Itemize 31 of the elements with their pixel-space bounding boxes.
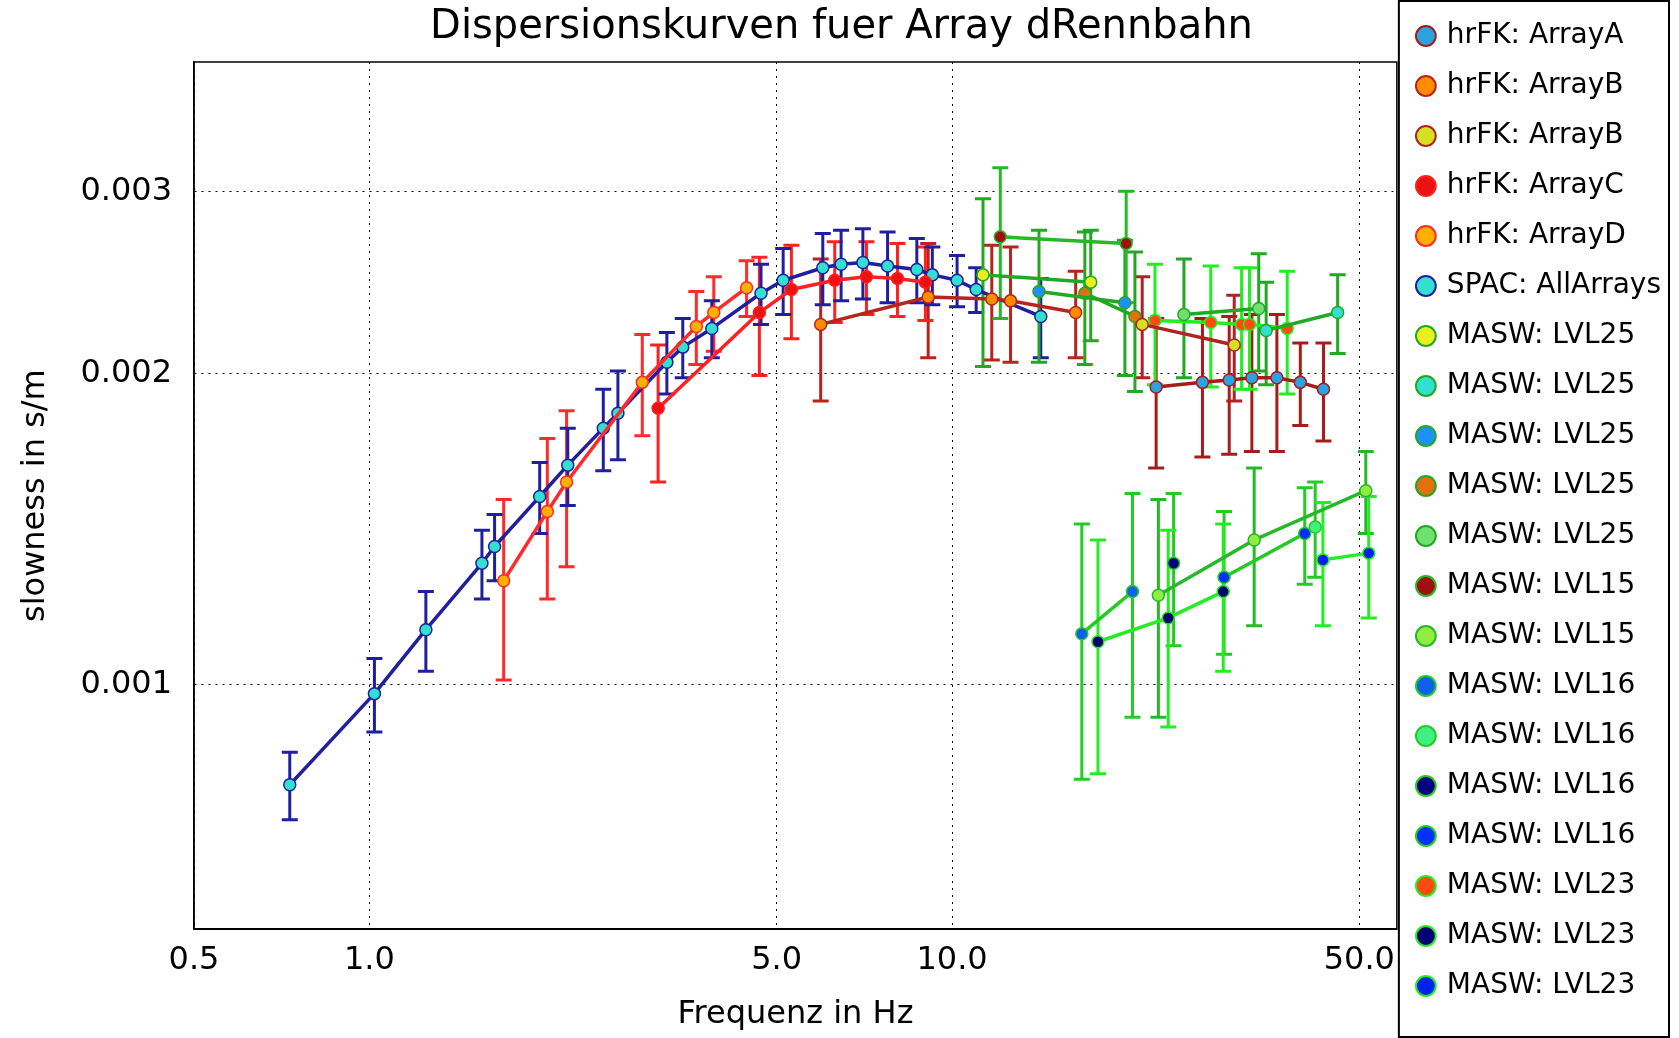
- x-tick-label: 50.0: [1323, 938, 1395, 977]
- legend-label: MASW: LVL16: [1446, 667, 1636, 701]
- legend-label: MASW: LVL16: [1446, 717, 1636, 751]
- x-axis-title: Frequenz in Hz: [677, 993, 914, 1032]
- legend-label: MASW: LVL15: [1446, 567, 1636, 601]
- chart-title: Dispersionskurven fuer Array dRennbahn: [430, 1, 1253, 48]
- y-axis-title: slowness in s/m: [13, 369, 52, 622]
- legend-label: MASW: LVL25: [1446, 367, 1636, 401]
- x-tick-label: 10.0: [916, 938, 988, 977]
- legend-label: hrFK: ArrayD: [1446, 217, 1626, 251]
- legend-label: MASW: LVL25: [1446, 467, 1636, 501]
- legend-label: MASW: LVL15: [1446, 617, 1636, 651]
- legend-label: hrFK: ArrayB: [1446, 117, 1624, 151]
- legend-label: hrFK: ArrayB: [1446, 67, 1624, 101]
- legend-label: MASW: LVL16: [1446, 767, 1636, 801]
- legend-label: SPAC: AllArrays: [1446, 267, 1662, 301]
- x-tick-label: 0.5: [168, 938, 220, 977]
- legend-label: MASW: LVL25: [1446, 517, 1636, 551]
- legend-label: MASW: LVL23: [1446, 967, 1636, 1001]
- legend-label: MASW: LVL23: [1446, 867, 1636, 901]
- legend-label: MASW: LVL23: [1446, 917, 1636, 951]
- legend-label: MASW: LVL25: [1446, 417, 1636, 451]
- legend-label: hrFK: ArrayA: [1446, 17, 1624, 51]
- legend-label: MASW: LVL16: [1446, 817, 1636, 851]
- x-tick-label: 1.0: [343, 938, 395, 977]
- x-tick-label: 5.0: [751, 938, 803, 977]
- y-tick-label: 0.003: [80, 169, 173, 208]
- legend-label: hrFK: ArrayC: [1446, 167, 1624, 201]
- y-tick-label: 0.001: [80, 662, 173, 701]
- legend-label: MASW: LVL25: [1446, 317, 1636, 351]
- y-tick-label: 0.002: [80, 351, 173, 390]
